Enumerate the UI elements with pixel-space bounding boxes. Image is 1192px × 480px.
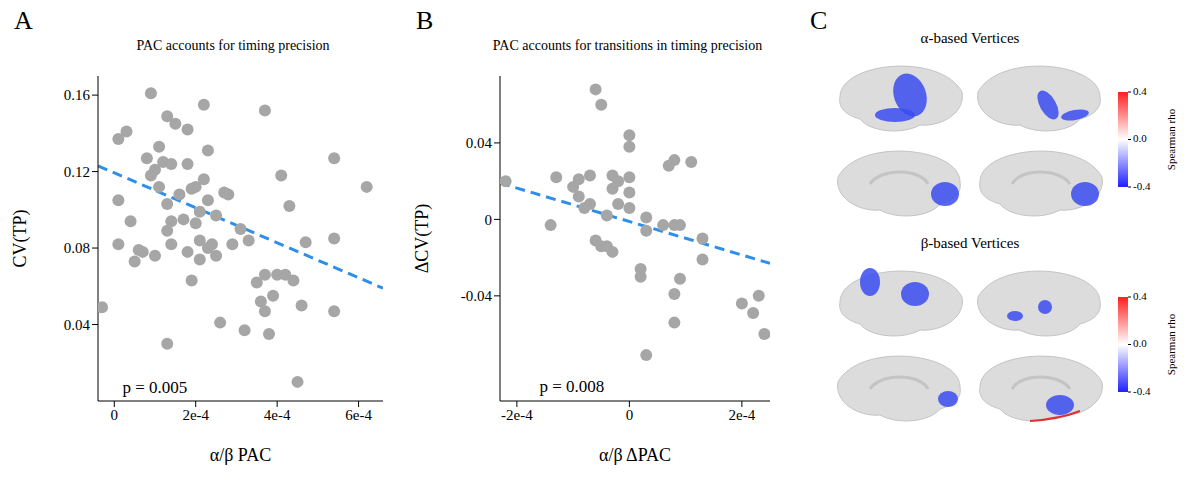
html-text:PAC accounts for timing precis: PAC accounts for timing precision (136, 38, 330, 53)
svg-text:2e-4: 2e-4 (182, 407, 209, 423)
svg-text:6e-4: 6e-4 (345, 407, 372, 423)
html-text:A: A (14, 6, 33, 35)
svg-text:CV(TP): CV(TP) (10, 209, 31, 267)
svg-text:0.0: 0.0 (1133, 337, 1147, 349)
svg-text:Spearman rho: Spearman rho (1165, 313, 1177, 375)
svg-text:-0.04: -0.04 (461, 288, 493, 304)
svg-text:2e-4: 2e-4 (729, 407, 756, 423)
svg-text:0.04: 0.04 (64, 317, 91, 333)
svg-text:0.4: 0.4 (1133, 290, 1147, 302)
html-text:C: C (810, 6, 828, 35)
svg-text:ΔCV(TP): ΔCV(TP) (412, 204, 433, 274)
svg-text:0.08: 0.08 (64, 240, 90, 256)
html-text:β-based Vertices: β-based Vertices (920, 235, 1020, 251)
svg-text:0.0: 0.0 (1133, 132, 1147, 144)
svg-text:α/β PAC: α/β PAC (210, 445, 271, 465)
svg-text:0.04: 0.04 (466, 135, 493, 151)
svg-text:p = 0.005: p = 0.005 (122, 378, 187, 397)
svg-text:0.16: 0.16 (64, 87, 91, 103)
html-text:PAC accounts for transitions i: PAC accounts for transitions in timing p… (492, 38, 763, 53)
svg-text:-0.4: -0.4 (1133, 180, 1151, 192)
svg-text:0: 0 (626, 407, 634, 423)
svg-text:0.12: 0.12 (64, 164, 90, 180)
svg-text:-0.4: -0.4 (1133, 385, 1151, 397)
svg-text:0: 0 (111, 407, 119, 423)
svg-text:p = 0.008: p = 0.008 (539, 377, 604, 396)
svg-text:Spearman rho: Spearman rho (1165, 108, 1177, 170)
svg-text:-2e-4: -2e-4 (501, 407, 533, 423)
svg-text:0: 0 (485, 212, 493, 228)
html-text:α-based Vertices: α-based Vertices (920, 30, 1020, 46)
html-text:B: B (416, 6, 434, 35)
svg-text:4e-4: 4e-4 (264, 407, 291, 423)
svg-text:α/β ΔPAC: α/β ΔPAC (599, 445, 671, 465)
svg-text:0.4: 0.4 (1133, 85, 1147, 97)
